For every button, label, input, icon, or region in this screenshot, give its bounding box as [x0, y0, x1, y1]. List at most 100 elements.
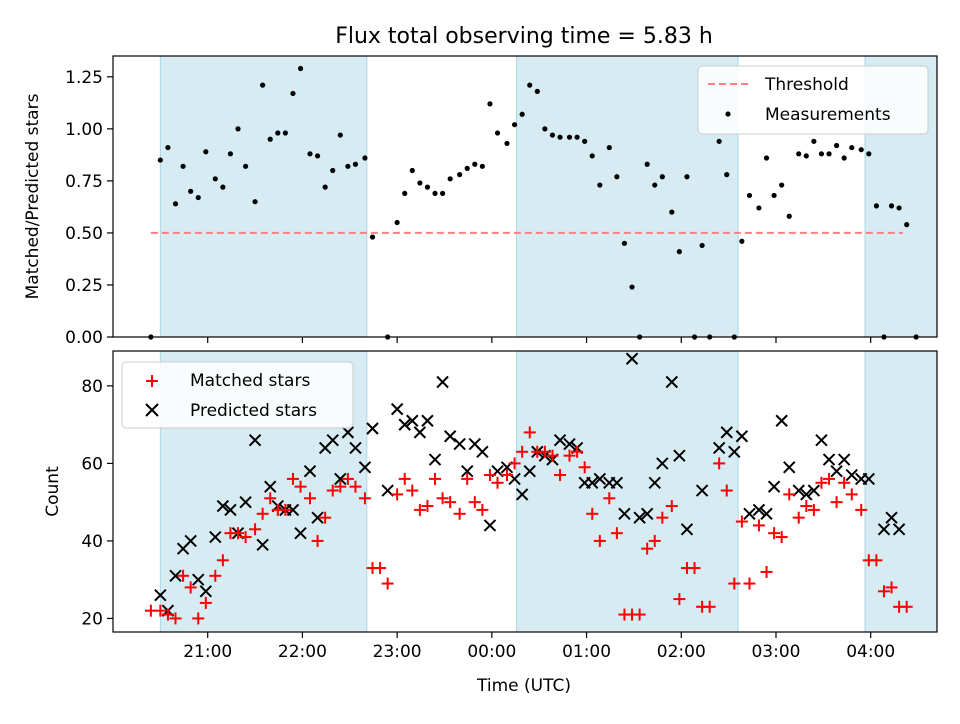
matched-star-marker	[665, 500, 678, 513]
matched-star-marker	[641, 542, 654, 555]
measurement-point	[307, 151, 313, 157]
predicted-star-marker	[461, 464, 474, 478]
predicted-star-marker	[248, 433, 262, 447]
matched-star-marker	[656, 511, 669, 524]
predicted-star-marker	[515, 488, 529, 501]
predicted-star-marker	[775, 414, 788, 427]
bottom-axes-frame	[112, 350, 938, 633]
predicted-star-marker	[199, 585, 213, 598]
matched-star-marker	[760, 565, 773, 578]
measurement-point	[542, 126, 548, 132]
bottom-y-ticks: 20 40 60 80	[81, 377, 113, 629]
measurement-point	[352, 161, 359, 167]
predicted-star-marker	[406, 414, 419, 427]
matched-star-marker	[326, 484, 339, 497]
measurement-point	[826, 151, 832, 157]
predicted-stars-points	[154, 352, 906, 617]
matched-star-marker	[870, 554, 883, 567]
matched-star-marker	[703, 600, 716, 613]
predicted-star-marker	[752, 503, 766, 517]
matched-star-marker	[216, 554, 229, 567]
legend-measurements-swatch	[725, 111, 731, 117]
predicted-star-marker	[563, 437, 576, 451]
predicted-star-marker	[625, 352, 639, 365]
measurement-point	[330, 167, 336, 174]
measurement-point	[172, 201, 179, 207]
predicted-star-marker	[553, 433, 567, 447]
x-tick-label: 23:00	[373, 642, 422, 662]
measurement-point	[818, 151, 825, 157]
measurement-point	[834, 142, 840, 149]
measurement-point	[644, 161, 650, 167]
measurement-point	[841, 155, 847, 161]
matched-star-marker	[713, 457, 726, 470]
legend-predicted-swatch	[145, 403, 159, 417]
measurement-point	[297, 65, 304, 72]
predicted-star-marker	[822, 453, 836, 466]
predicted-star-marker	[169, 569, 182, 583]
measurement-point	[771, 192, 777, 199]
predicted-star-marker	[239, 495, 252, 509]
measurement-point	[188, 188, 194, 194]
measurement-point	[504, 140, 510, 147]
matched-star-marker	[877, 585, 890, 598]
predicted-star-marker	[349, 441, 362, 455]
predicted-star-marker	[398, 418, 411, 431]
top-legend: Threshold Measurements	[697, 65, 929, 135]
matched-star-marker	[900, 600, 913, 613]
predicted-star-marker	[436, 375, 449, 389]
matched-star-marker	[800, 500, 813, 513]
predicted-star-marker	[720, 426, 733, 439]
x-axis-label: Time (UTC)	[476, 676, 571, 696]
matched-star-marker	[830, 496, 843, 509]
predicted-star-marker	[648, 476, 661, 489]
predicted-star-marker	[209, 530, 222, 544]
predicted-star-marker	[311, 511, 324, 524]
measurement-point	[345, 163, 351, 169]
measurement-point	[746, 192, 753, 199]
matched-star-marker	[610, 527, 623, 540]
measurement-point	[290, 90, 296, 97]
predicted-star-marker	[453, 437, 466, 451]
matched-star-marker	[483, 469, 496, 482]
legend-matched-label: Matched stars	[190, 371, 310, 391]
measurement-point	[724, 172, 730, 178]
matched-star-marker	[421, 500, 434, 513]
matched-star-marker	[444, 496, 457, 509]
matched-star-marker	[743, 577, 756, 590]
x-tick-label: 01:00	[562, 642, 611, 662]
measurement-point	[803, 153, 809, 159]
predicted-star-marker	[783, 461, 796, 474]
measurement-point	[866, 151, 872, 157]
predicted-star-marker	[892, 523, 906, 536]
matched-star-marker	[792, 511, 805, 524]
matched-star-marker	[783, 488, 796, 501]
predicted-star-marker	[695, 484, 709, 497]
matched-star-marker	[319, 511, 332, 524]
measurement-point	[511, 122, 518, 128]
legend-threshold-label: Threshold	[764, 75, 849, 95]
matched-star-marker	[468, 496, 481, 509]
predicted-star-marker	[586, 476, 599, 489]
measurement-point	[763, 155, 770, 161]
measurement-point	[621, 240, 628, 246]
measurement-point	[614, 174, 620, 180]
matched-star-marker	[546, 449, 559, 462]
measurement-point	[275, 130, 281, 136]
measurement-point	[472, 161, 478, 167]
measurement-point	[849, 144, 855, 151]
matched-star-marker	[688, 562, 701, 575]
matched-star-marker	[406, 484, 419, 497]
predicted-star-marker	[421, 414, 434, 427]
predicted-star-marker	[326, 433, 339, 447]
measurement-point	[195, 194, 201, 201]
predicted-star-marker	[610, 476, 624, 489]
predicted-star-marker	[334, 472, 347, 486]
predicted-star-marker	[366, 422, 379, 435]
y-tick-label: 0.00	[65, 328, 103, 348]
matched-star-marker	[554, 469, 567, 482]
matched-star-marker	[154, 604, 167, 617]
predicted-star-marker	[358, 461, 372, 474]
predicted-star-marker	[830, 464, 843, 478]
predicted-star-marker	[593, 472, 607, 486]
